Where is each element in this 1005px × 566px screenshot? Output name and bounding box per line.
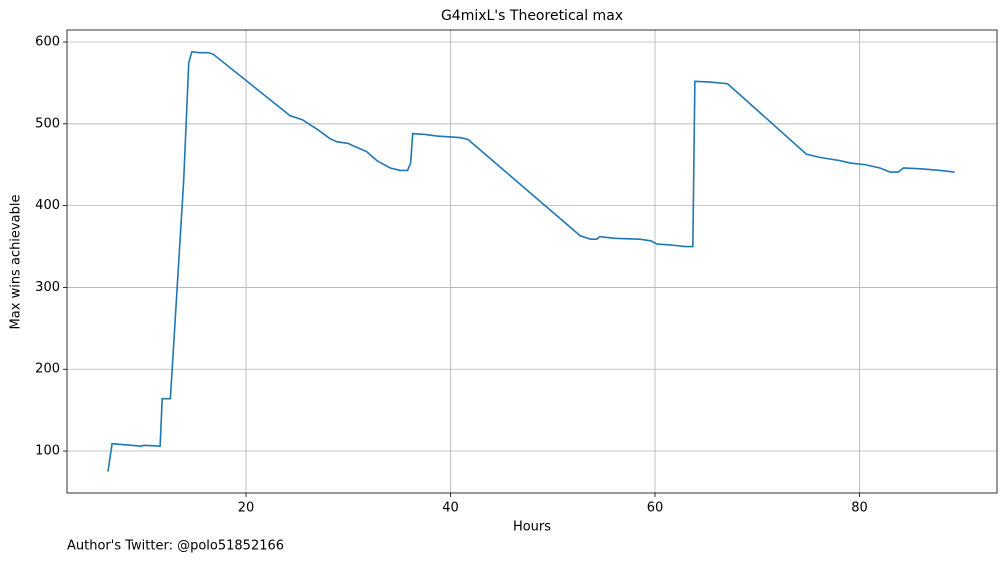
y-tick-label: 300: [35, 280, 60, 295]
x-tick-label: 20: [238, 501, 255, 516]
y-tick-label: 400: [35, 198, 60, 213]
plot-frame: [66, 29, 998, 494]
y-tick-label: 500: [35, 116, 60, 131]
y-tick-label: 200: [35, 362, 60, 377]
y-tick-label: 600: [35, 35, 60, 50]
footnote: Author's Twitter: @polo51852166: [67, 539, 284, 554]
x-tick-label: 60: [647, 501, 664, 516]
x-tick-label: 40: [442, 501, 459, 516]
data-line: [107, 50, 955, 472]
chart-title: G4mixL's Theoretical max: [441, 8, 623, 24]
x-axis-label: Hours: [513, 520, 551, 535]
x-tick-label: 80: [851, 501, 868, 516]
y-axis-label: Max wins achievable: [9, 195, 24, 330]
y-tick-label: 100: [35, 444, 60, 459]
